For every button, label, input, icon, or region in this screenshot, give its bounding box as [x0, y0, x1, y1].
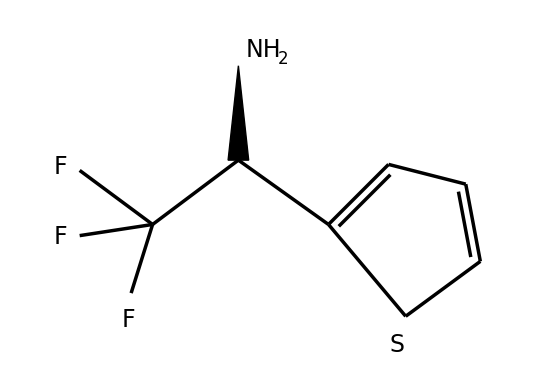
- Text: F: F: [53, 155, 67, 179]
- Text: 2: 2: [278, 50, 288, 68]
- Text: F: F: [53, 225, 67, 249]
- Text: F: F: [122, 308, 135, 332]
- Text: S: S: [389, 334, 404, 358]
- Polygon shape: [228, 66, 249, 160]
- Text: NH: NH: [245, 38, 281, 62]
